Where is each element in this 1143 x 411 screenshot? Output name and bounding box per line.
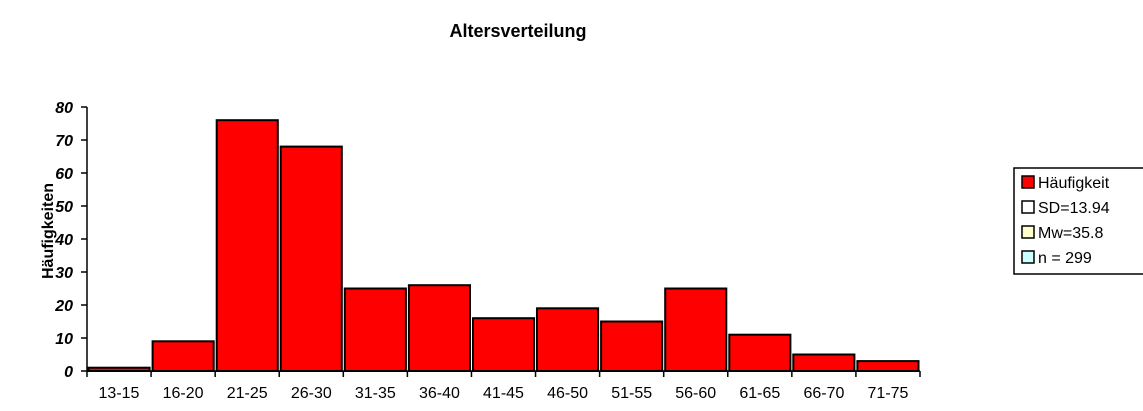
legend-label: Mw=35.8 <box>1038 225 1103 242</box>
y-tick-label: 60 <box>55 166 73 183</box>
x-tick-label: 36-40 <box>419 385 460 402</box>
legend-box <box>1013 167 1143 275</box>
x-tick-label: 51-55 <box>611 385 652 402</box>
legend-swatch <box>1021 225 1035 239</box>
bar <box>856 360 920 373</box>
bar <box>664 287 728 372</box>
legend: Häufigkeit SD=13.94 Mw=35.8 n = 299 <box>1013 167 1143 275</box>
bar <box>472 317 536 373</box>
y-tick-label: 40 <box>54 232 73 249</box>
bar <box>536 307 600 372</box>
x-tick-label: 13-15 <box>99 385 140 402</box>
bar <box>600 320 664 372</box>
y-tick-label: 50 <box>55 199 73 216</box>
legend-swatch <box>1021 200 1035 214</box>
x-tick-label: 21-25 <box>227 385 268 402</box>
legend-swatch <box>1021 250 1035 264</box>
bar <box>279 145 343 372</box>
bar <box>407 284 471 373</box>
bar <box>728 333 792 373</box>
y-tick-label: 30 <box>55 265 73 282</box>
x-tick-label: 31-35 <box>355 385 396 402</box>
x-tick-label: 46-50 <box>547 385 588 402</box>
legend-label: SD=13.94 <box>1038 200 1110 217</box>
x-tick-label: 41-45 <box>483 385 524 402</box>
legend-swatch <box>1021 175 1035 189</box>
x-tick-label: 16-20 <box>163 385 204 402</box>
bar <box>792 353 856 372</box>
legend-label: Häufigkeit <box>1038 175 1110 192</box>
bar <box>215 119 279 372</box>
y-tick-label: 70 <box>55 133 73 150</box>
y-tick-label: 10 <box>55 331 73 348</box>
y-tick-label: 80 <box>55 100 73 117</box>
chart-title: Altersverteilung <box>449 21 586 41</box>
y-axis-label: Häufigkeiten <box>40 183 57 279</box>
plot-area: 0 10 20 30 40 50 60 70 80 13-15 16-20 21-25 26-30 31-… <box>54 100 921 402</box>
bar <box>343 287 407 372</box>
x-tick-label: 61-65 <box>739 385 780 402</box>
x-tick-label: 56-60 <box>675 385 716 402</box>
bar <box>151 340 215 372</box>
x-tick-label: 71-75 <box>868 385 909 402</box>
x-tick-label: 66-70 <box>803 385 844 402</box>
y-tick-label: 0 <box>64 364 73 381</box>
y-tick-label: 20 <box>54 298 73 315</box>
x-tick-label: 26-30 <box>291 385 332 402</box>
legend-label: n = 299 <box>1038 250 1092 267</box>
